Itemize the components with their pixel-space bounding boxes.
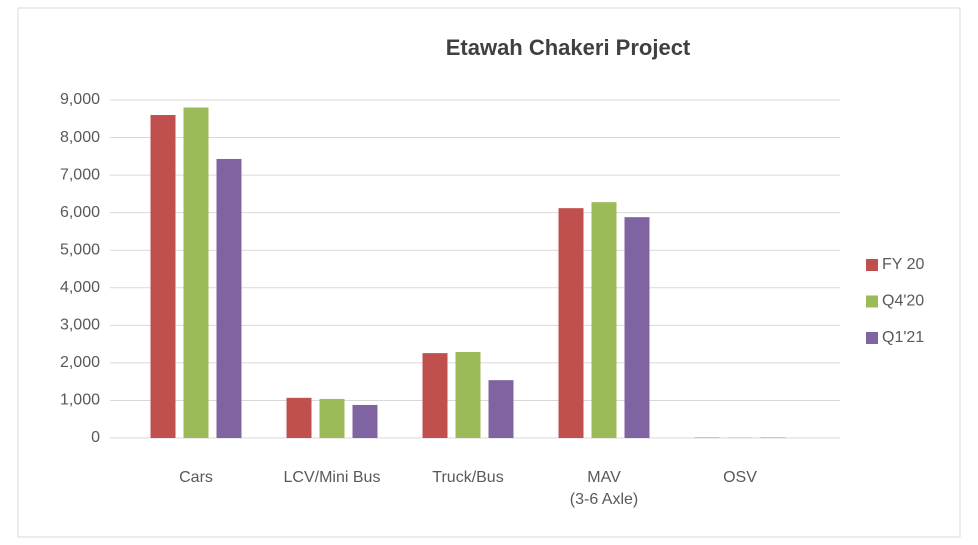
- y-tick-label: 5,000: [60, 241, 100, 258]
- x-tick-label: Cars: [179, 469, 213, 486]
- x-tick-label: LCV/Mini Bus: [284, 469, 381, 486]
- x-tick-label: Truck/Bus: [432, 469, 503, 486]
- chart-title: Etawah Chakeri Project: [446, 35, 691, 60]
- y-tick-label: 6,000: [60, 204, 100, 221]
- legend-label: Q1'21: [882, 329, 924, 346]
- legend-label: Q4'20: [882, 293, 924, 310]
- legend-swatch: [866, 259, 878, 271]
- bar: [183, 107, 209, 438]
- y-tick-label: 3,000: [60, 317, 100, 334]
- y-tick-label: 0: [91, 429, 100, 446]
- x-tick-label: MAV: [587, 469, 621, 486]
- bar: [591, 202, 617, 438]
- x-tick-label: (3-6 Axle): [570, 491, 638, 508]
- bar: [216, 158, 242, 438]
- bar: [455, 351, 481, 438]
- y-tick-label: 1,000: [60, 392, 100, 409]
- y-tick-label: 4,000: [60, 279, 100, 296]
- bar: [319, 398, 345, 438]
- y-tick-label: 7,000: [60, 166, 100, 183]
- bar: [352, 404, 378, 438]
- bar: [558, 208, 584, 438]
- bar: [422, 353, 448, 438]
- legend-swatch: [866, 332, 878, 344]
- bar: [624, 217, 650, 438]
- legend-swatch: [866, 295, 878, 308]
- bar: [286, 397, 312, 438]
- y-tick-label: 9,000: [60, 91, 100, 108]
- y-tick-label: 8,000: [60, 129, 100, 146]
- legend-label: FY 20: [882, 256, 925, 273]
- x-tick-label: OSV: [723, 469, 757, 486]
- y-tick-label: 2,000: [60, 354, 100, 371]
- bar: [150, 115, 176, 439]
- bar: [488, 380, 514, 438]
